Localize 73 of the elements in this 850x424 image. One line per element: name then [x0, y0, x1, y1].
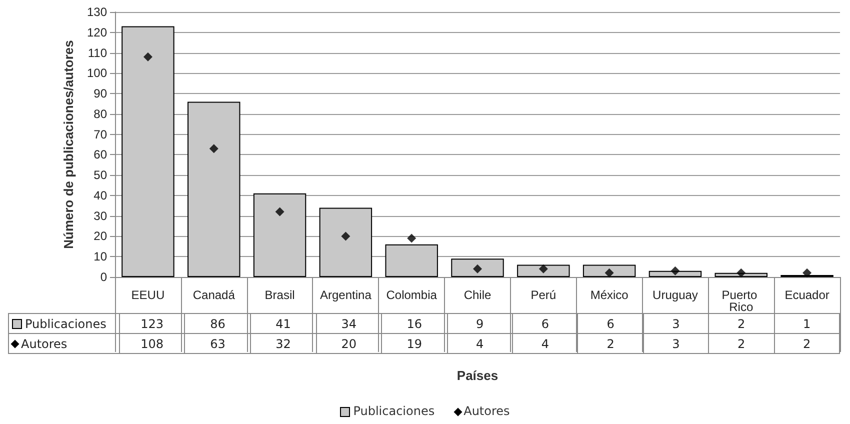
point — [209, 144, 218, 154]
y-tick-label: 80 — [94, 106, 108, 121]
data-label: 4 — [512, 334, 578, 354]
point — [407, 234, 416, 243]
data-label: 3 — [643, 334, 709, 354]
data-label: 41 — [250, 314, 316, 334]
y-tick-label: 100 — [86, 66, 108, 80]
data-label: 63 — [184, 334, 250, 354]
point — [473, 264, 482, 274]
y-tick-label: 90 — [94, 86, 108, 101]
y-tick-label: 40 — [94, 188, 108, 202]
data-label: 20 — [316, 334, 382, 354]
x-tick-label: Perú — [530, 288, 556, 302]
y-tick-label: 30 — [94, 208, 108, 223]
point — [670, 266, 680, 276]
data-label: 108 — [119, 334, 185, 354]
data-label: 9 — [447, 314, 513, 334]
bar — [648, 270, 702, 277]
text: Publicaciones — [353, 404, 435, 418]
y-tick-label: 110 — [88, 46, 108, 60]
data-label: 19 — [382, 334, 448, 354]
x-tick-label: Argentina — [320, 288, 372, 302]
y-tick-label: 0 — [100, 270, 108, 284]
bar — [188, 102, 240, 277]
point — [275, 207, 284, 216]
y-tick-label: 60 — [94, 148, 108, 162]
y-tick-label: 20 — [94, 229, 108, 244]
data-label: 86 — [184, 314, 250, 334]
legend-label: Publicaciones — [8, 314, 120, 334]
data-label: 2 — [708, 334, 774, 354]
data-label: 3 — [643, 314, 709, 334]
point — [604, 268, 614, 278]
data-label: 2 — [708, 314, 774, 334]
x-tick-label: Ecuador — [784, 288, 830, 302]
x-tick-label: Chile — [464, 288, 492, 302]
point — [143, 52, 152, 62]
data-label: 6 — [512, 314, 578, 334]
data-label: 6 — [578, 314, 644, 334]
x-tick-label: Puerto Rico — [722, 288, 760, 314]
point — [538, 264, 548, 274]
bar — [385, 244, 438, 277]
bar — [122, 26, 174, 277]
bar — [253, 193, 306, 277]
x-tick-label: EEUU — [131, 288, 165, 302]
x-tick-label: Brasil — [264, 288, 295, 302]
x-axis-title: Países — [456, 368, 498, 383]
point — [802, 268, 812, 278]
data-label: 4 — [447, 334, 513, 354]
y-tick-label: 10 — [94, 250, 108, 264]
data-label: 123 — [119, 314, 185, 334]
y-tick-label: 50 — [94, 168, 108, 182]
y-tick-label: 70 — [94, 127, 108, 142]
bar — [582, 264, 636, 277]
data-label: 32 — [250, 334, 316, 354]
y-axis-title: Número de publicaciones/autores — [61, 40, 76, 249]
data-label: 1 — [774, 314, 840, 334]
data-label: 34 — [316, 314, 382, 334]
bar — [319, 208, 372, 277]
data-label: 2 — [578, 334, 644, 354]
y-tick-label: 120 — [86, 25, 108, 40]
point — [341, 232, 350, 241]
x-tick-label: Colombia — [386, 288, 438, 302]
data-label: 2 — [774, 334, 840, 354]
x-tick-label: México — [590, 288, 629, 302]
x-tick-label: Canadá — [192, 288, 236, 302]
point — [736, 268, 746, 278]
x-tick-label: Uruguay — [652, 288, 698, 302]
y-tick-label: 130 — [86, 5, 108, 19]
bar — [451, 258, 504, 277]
legend-label: Autores — [8, 334, 120, 354]
text: Autores — [464, 404, 510, 418]
data-label: 16 — [382, 314, 448, 334]
bar — [517, 264, 570, 277]
